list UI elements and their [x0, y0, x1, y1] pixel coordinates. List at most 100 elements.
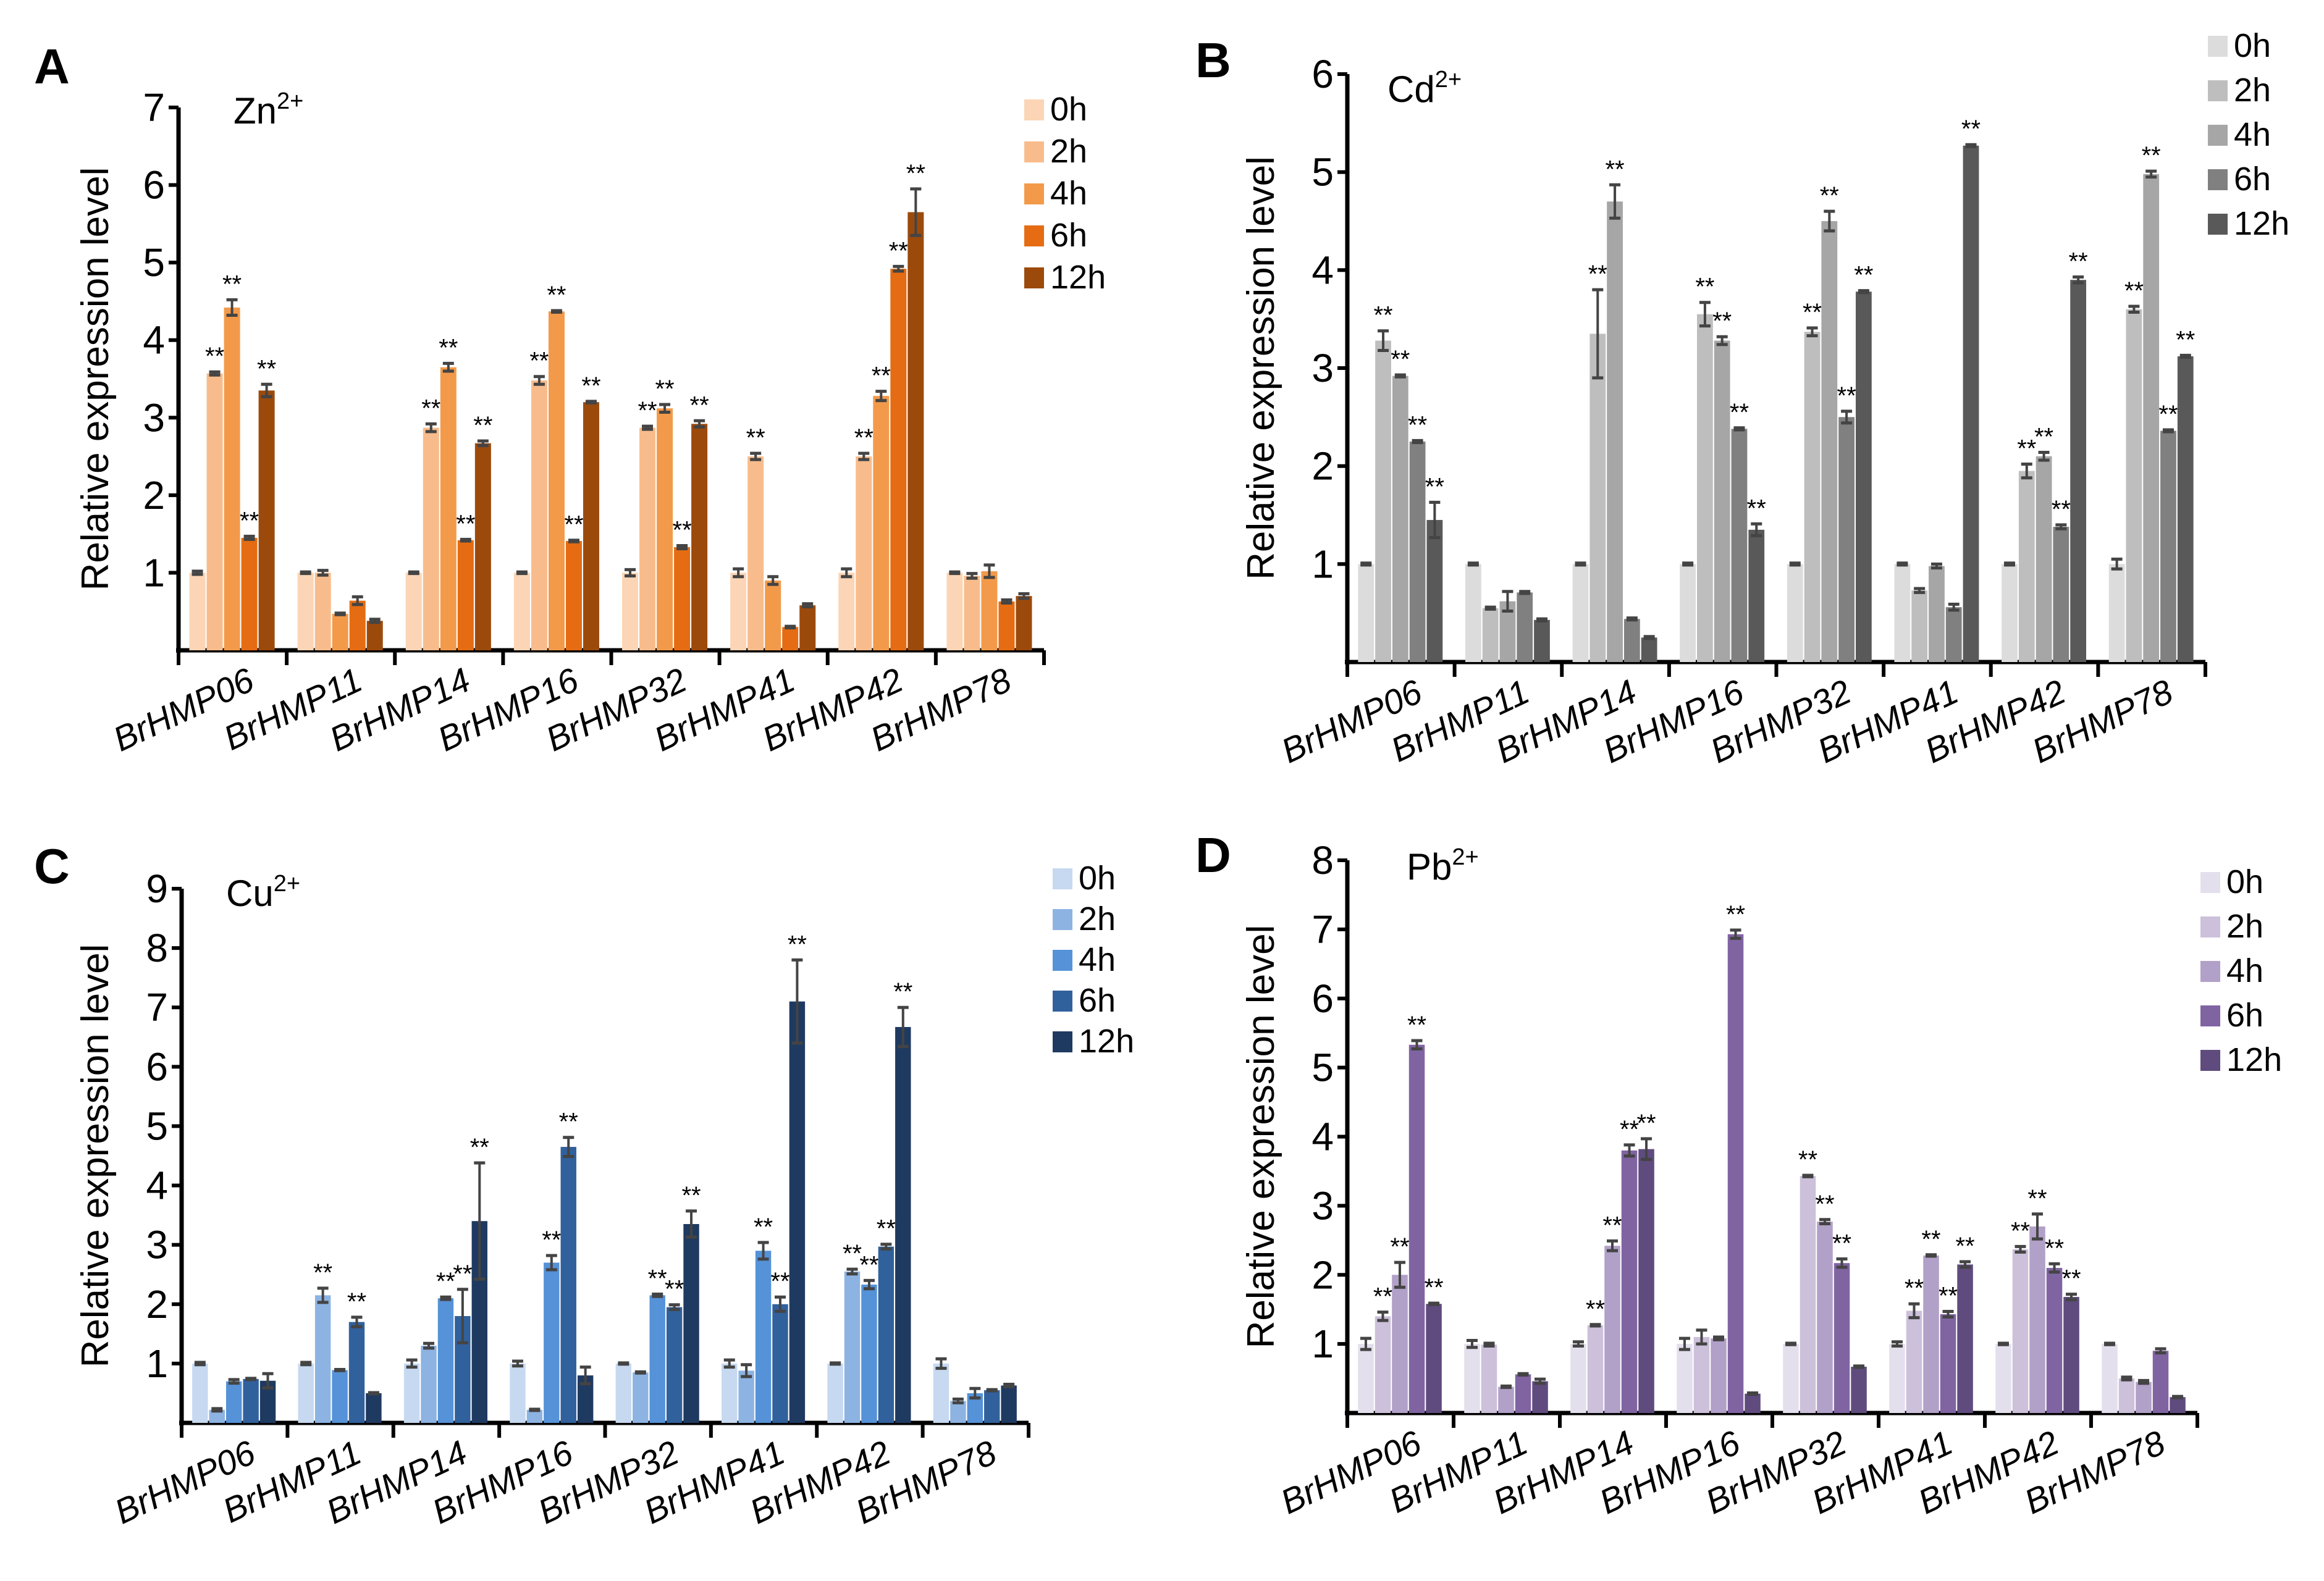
bar-brhmp14-0h: [1570, 1344, 1586, 1413]
bar-brhmp41-6h: [782, 627, 799, 650]
significance-marker: **: [1747, 495, 1766, 522]
y-tick-label: 4: [143, 318, 165, 363]
y-tick-label: 3: [146, 1223, 168, 1267]
significance-marker: **: [1854, 262, 1873, 289]
significance-marker: **: [648, 1265, 667, 1292]
legend-swatch: [1053, 991, 1072, 1012]
y-axis-label: Relative expression level: [74, 944, 117, 1368]
bar-brhmp42-12h: [2070, 280, 2087, 662]
significance-marker: **: [1726, 901, 1745, 928]
significance-marker: **: [1695, 274, 1714, 301]
bar-brhmp41-2h: [1906, 1311, 1922, 1413]
y-tick-label: 1: [1311, 542, 1334, 586]
legend-swatch: [2200, 1005, 2220, 1026]
legend-swatch: [2200, 1050, 2220, 1071]
bar-brhmp06-4h: [1392, 1275, 1408, 1413]
bar-brhmp32-6h: [666, 1307, 683, 1423]
legend-swatch: [2208, 214, 2228, 235]
chart-title: Cd2+: [1387, 67, 1462, 110]
y-tick-label: 3: [1311, 1183, 1334, 1228]
title-superscript: 2+: [1452, 844, 1478, 870]
bar-brhmp16-4h: [1714, 340, 1730, 662]
significance-marker: **: [1832, 1230, 1851, 1257]
bar-brhmp32-12h: [1855, 291, 1872, 662]
legend-label: 4h: [2226, 952, 2263, 989]
bar-brhmp16-6h: [565, 540, 582, 650]
bar-brhmp16-6h: [1727, 934, 1744, 1413]
bar-brhmp42-2h: [844, 1271, 861, 1423]
bar-brhmp78-6h: [2152, 1351, 2169, 1413]
bar-brhmp16-6h: [560, 1147, 576, 1423]
significance-marker: **: [2045, 1235, 2064, 1262]
significance-marker: **: [581, 372, 600, 400]
significance-marker: **: [1803, 299, 1822, 326]
significance-marker: **: [2027, 1185, 2047, 1212]
significance-marker: **: [893, 978, 912, 1005]
y-tick-label: 9: [146, 866, 168, 911]
bar-brhmp06-0h: [189, 572, 206, 650]
chart-title: Zn2+: [234, 88, 303, 132]
legend-swatch: [1053, 868, 1072, 889]
bar-brhmp14-12h: [1641, 637, 1657, 662]
panel-d: D Pb2+ Relative expression level 1 2 3 4 5 6 7 8 **…: [1195, 828, 2282, 1521]
y-tick-label: 1: [1311, 1322, 1334, 1366]
significance-marker: **: [421, 395, 440, 422]
bar-brhmp41-4h: [1923, 1255, 1939, 1413]
significance-marker: **: [1588, 261, 1607, 288]
y-tick-label: 5: [143, 240, 165, 285]
y-axis-label: Relative expression level: [1240, 925, 1282, 1349]
legend-label: 2h: [1079, 900, 1116, 937]
y-tick-label: 2: [1311, 444, 1334, 489]
bar-brhmp41-6h: [1940, 1314, 1956, 1413]
legend-swatch: [1053, 950, 1072, 971]
legend-swatch: [2200, 916, 2220, 937]
y-tick-label: 7: [143, 85, 165, 130]
bar-brhmp32-6h: [1838, 417, 1855, 662]
significance-marker: **: [1425, 473, 1444, 500]
bar-brhmp41-2h: [738, 1370, 754, 1423]
significance-marker: **: [1586, 1296, 1605, 1323]
bar-brhmp78-4h: [2136, 1382, 2152, 1413]
significance-marker: **: [1424, 1274, 1443, 1301]
significance-marker: **: [673, 516, 692, 543]
bar-brhmp78-0h: [933, 1363, 949, 1423]
significance-marker: **: [1407, 1012, 1426, 1039]
legend-label: 4h: [1079, 941, 1116, 978]
bar-brhmp11-2h: [1482, 608, 1499, 662]
bar-brhmp14-0h: [405, 572, 422, 650]
bar-brhmp06-2h: [206, 373, 223, 650]
bar-brhmp06-12h: [258, 390, 275, 650]
bar-brhmp78-4h: [981, 571, 998, 650]
significance-marker: **: [1730, 399, 1749, 426]
y-tick-label: 3: [143, 395, 165, 440]
bar-brhmp06-0h: [1358, 564, 1375, 662]
bar-brhmp78-0h: [2102, 1344, 2118, 1413]
y-axis-label: Relative expression level: [1240, 156, 1282, 580]
legend-swatch: [2208, 125, 2228, 146]
bar-brhmp14-2h: [421, 1346, 437, 1423]
bar-brhmp42-0h: [1995, 1344, 2011, 1413]
bar-brhmp11-4h: [332, 1370, 348, 1423]
bar-brhmp06-2h: [1375, 1316, 1391, 1413]
bar-brhmp06-6h: [1408, 1044, 1425, 1413]
significance-marker: **: [1390, 1233, 1409, 1260]
significance-marker: **: [2061, 1265, 2081, 1293]
bar-brhmp42-4h: [873, 396, 890, 650]
bar-brhmp42-12h: [2063, 1297, 2079, 1413]
bar-brhmp06-6h: [1409, 442, 1426, 662]
y-tick-label: 4: [1311, 1115, 1334, 1159]
significance-marker: **: [770, 1268, 789, 1295]
significance-marker: **: [2052, 496, 2071, 523]
panel-letter: B: [1195, 33, 1231, 88]
y-tick-label: 6: [1311, 976, 1334, 1021]
bar-brhmp11-2h: [314, 1295, 331, 1423]
bar-brhmp16-0h: [510, 1363, 526, 1423]
bar-brhmp32-12h: [1851, 1367, 1867, 1413]
significance-marker: **: [859, 1251, 878, 1278]
legend-swatch: [1053, 1031, 1072, 1052]
panel-letter: A: [34, 39, 70, 94]
legend-label: 0h: [2234, 27, 2271, 64]
bar-brhmp11-2h: [314, 572, 331, 650]
legend-label: 6h: [1050, 217, 1087, 254]
bar-brhmp78-6h: [2160, 430, 2176, 662]
